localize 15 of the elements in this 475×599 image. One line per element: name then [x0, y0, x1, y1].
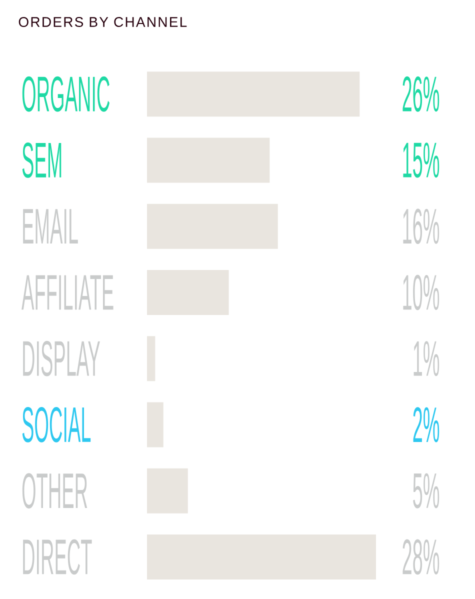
bar — [146, 138, 270, 183]
y-tick-label: ORGANIC — [22, 76, 110, 112]
bar — [146, 534, 376, 580]
bar — [146, 204, 278, 249]
bar — [146, 72, 360, 117]
data-label: 15% — [403, 142, 440, 178]
data-label: 2% — [413, 407, 440, 442]
bar — [146, 402, 164, 448]
y-tick-label: SOCIAL — [22, 406, 91, 442]
bar — [146, 270, 229, 315]
chart-title: ORDERS BY CHANNEL — [18, 17, 187, 27]
bar — [146, 336, 156, 382]
data-label: 26% — [402, 76, 440, 112]
y-tick-label: SEM — [22, 142, 62, 178]
bar — [146, 468, 188, 514]
